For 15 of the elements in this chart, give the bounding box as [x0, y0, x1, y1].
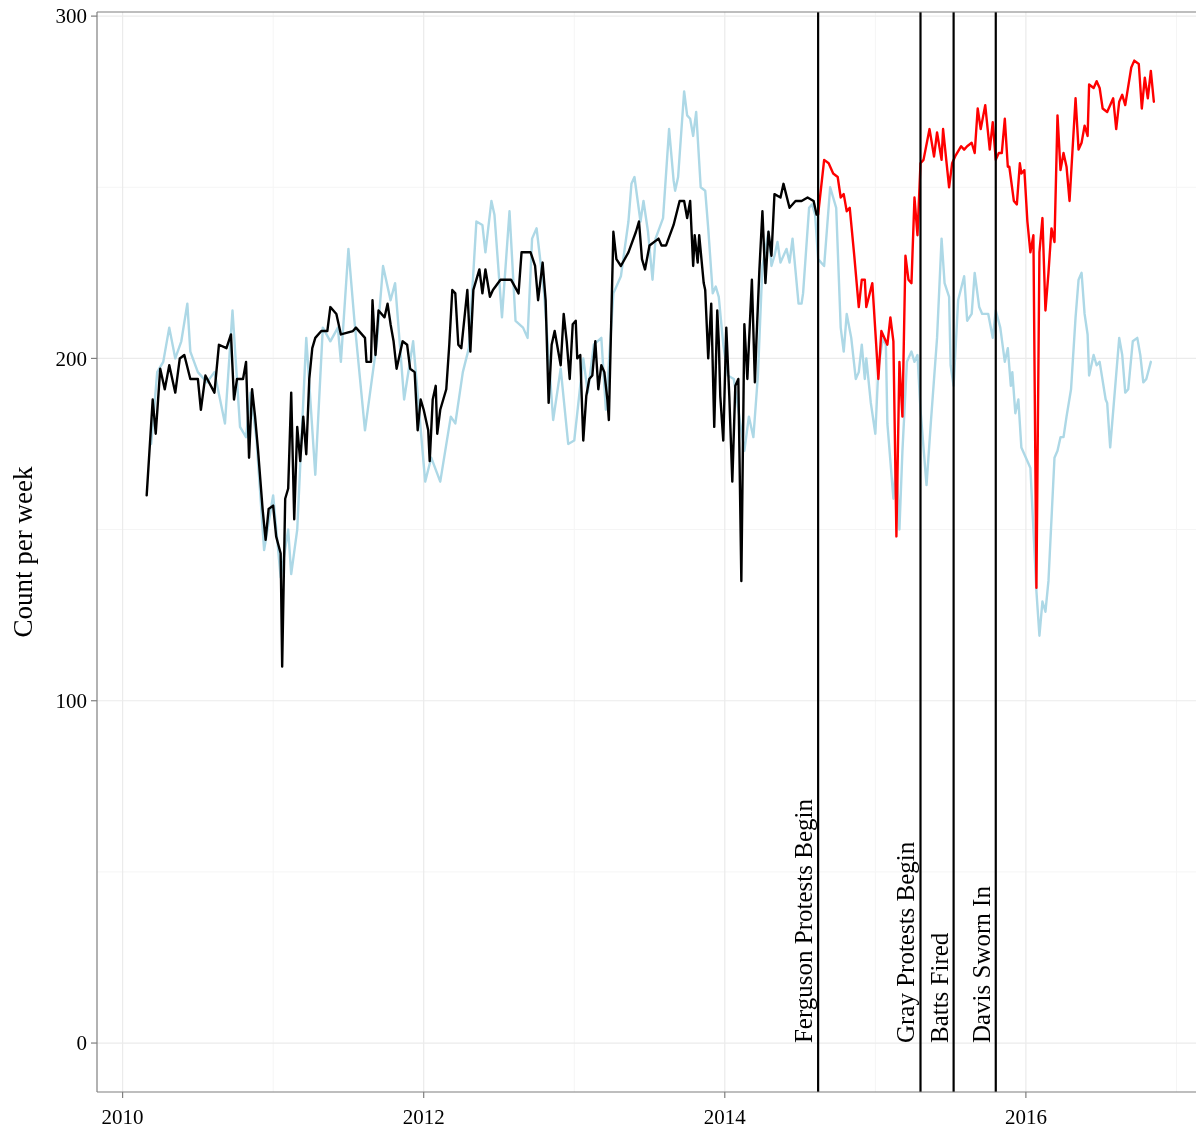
x-tick-label: 2016 [1004, 1105, 1047, 1129]
ref-line-label: Ferguson Protests Begin [790, 798, 818, 1044]
y-tick-label: 200 [55, 346, 87, 371]
y-tick-label: 300 [55, 4, 87, 29]
y-tick-label: 0 [76, 1031, 87, 1056]
ref-line-label: Gray Protests Begin [892, 841, 920, 1044]
x-tick-label: 2012 [402, 1105, 445, 1129]
x-tick-label: 2014 [703, 1105, 747, 1129]
ref-line-label: Batts Fired [925, 932, 953, 1044]
x-tick-label: 2010 [101, 1105, 144, 1129]
y-tick-label: 100 [55, 689, 87, 714]
ref-line-label: Davis Sworn In [967, 885, 995, 1044]
line-series [150, 90, 1153, 637]
y-axis-title: Count per week [8, 466, 38, 638]
line-series [816, 59, 1156, 589]
